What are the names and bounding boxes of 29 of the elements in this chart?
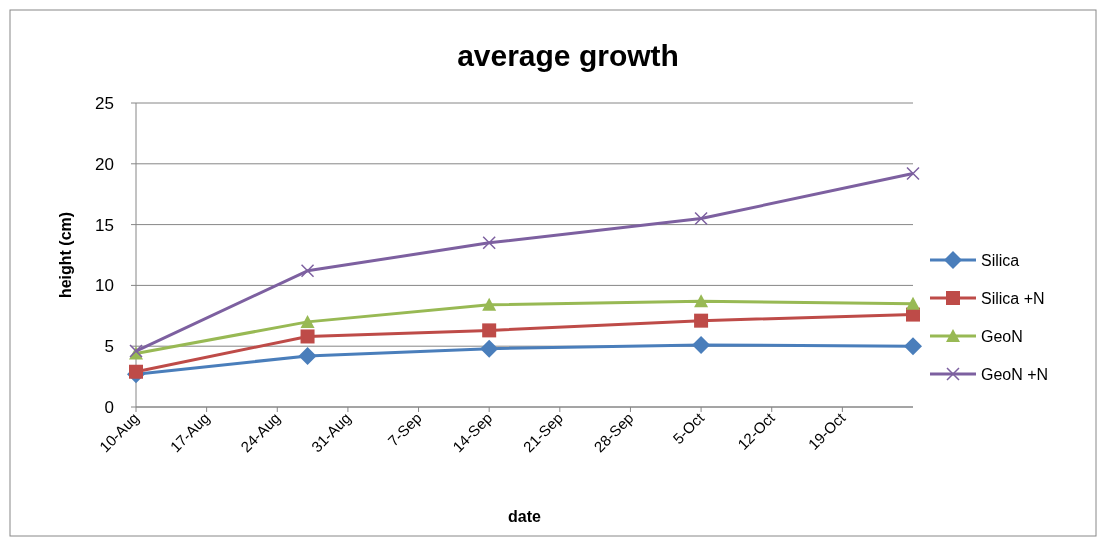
point bbox=[480, 339, 499, 358]
x-axis-title: date bbox=[508, 508, 542, 525]
point bbox=[694, 211, 708, 226]
chart-title: average growth bbox=[457, 39, 679, 72]
y-tick-label: 15 bbox=[95, 215, 114, 235]
legend-label: GeoN bbox=[981, 328, 1023, 345]
y-tick-label: 0 bbox=[104, 398, 114, 417]
point bbox=[298, 346, 317, 365]
y-tick-label: 5 bbox=[104, 337, 114, 357]
point bbox=[300, 264, 315, 278]
y-tick-label: 25 bbox=[95, 94, 114, 113]
legend-label: Silica +N bbox=[981, 290, 1045, 307]
point bbox=[692, 335, 711, 354]
legend-label: GeoN +N bbox=[981, 366, 1049, 383]
point bbox=[300, 314, 315, 328]
point bbox=[694, 313, 709, 328]
y-tick-label: 10 bbox=[95, 276, 114, 296]
point bbox=[906, 166, 920, 181]
point bbox=[482, 297, 497, 311]
point bbox=[482, 323, 497, 338]
point bbox=[300, 329, 315, 344]
point bbox=[129, 364, 143, 379]
legend-label: Silica bbox=[981, 252, 1020, 269]
y-axis-title: height (cm) bbox=[57, 211, 74, 299]
point bbox=[482, 236, 496, 250]
point bbox=[904, 337, 922, 356]
y-tick-label: 20 bbox=[95, 154, 114, 174]
point bbox=[906, 296, 920, 310]
point bbox=[694, 294, 709, 308]
